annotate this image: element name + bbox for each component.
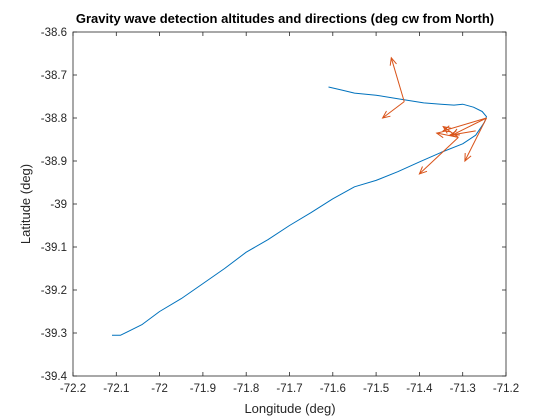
arrow-shaft (451, 117, 487, 136)
arrow-head (448, 130, 458, 138)
arrow-head (381, 110, 391, 119)
x-tick-label: -71.8 (233, 383, 259, 395)
arrow-layer (381, 56, 487, 175)
y-tick-label: -38.8 (41, 113, 67, 125)
x-tick-label: -71.2 (493, 383, 519, 395)
arrow-shaft (442, 126, 459, 138)
y-tick-label: -38.7 (41, 70, 67, 82)
arrow-head (418, 166, 428, 175)
chart-title: Gravity wave detection altitudes and dir… (76, 11, 494, 26)
x-tick-label: -72 (151, 383, 168, 395)
arrow-head (435, 130, 445, 139)
arrow-shaft (382, 101, 405, 119)
y-tick-label: -39 (50, 199, 67, 211)
x-tick-label: -72.1 (103, 383, 129, 395)
arrow-head (442, 125, 452, 134)
arrow-shaft (449, 130, 476, 136)
y-tick-label: -38.6 (41, 27, 67, 39)
arrow-shaft (419, 136, 459, 175)
x-tick-label: -71.7 (276, 383, 302, 395)
y-tick-label: -38.9 (41, 156, 67, 168)
y-axis-label: Latitude (deg) (18, 164, 33, 244)
arrow-head (464, 152, 472, 163)
axes-box (72, 31, 507, 377)
direction-arrow (448, 130, 476, 138)
arrow-head (389, 56, 397, 66)
x-tick-label: -71.9 (190, 383, 216, 395)
x-axis: -72.2 -72.1 -72 -71.9 -71.8 -71.7 -71.6 -71.5 -7… (60, 32, 519, 395)
x-tick-label: -72.2 (60, 383, 86, 395)
y-tick-label: -39.2 (41, 285, 67, 297)
x-tick-label: -71.4 (406, 383, 433, 395)
x-tick-label: -71.5 (363, 383, 389, 395)
flight-track-line (112, 86, 487, 336)
direction-arrow (381, 101, 405, 119)
direction-arrow (418, 136, 459, 175)
y-axis: -38.6 -38.7 -38.8 -38.9 -39 -39.1 -39.2 -39.3 -3… (41, 27, 506, 383)
y-tick-label: -39.3 (41, 328, 67, 340)
y-tick-label: -39.1 (41, 242, 67, 254)
x-tick-label: -71.3 (450, 383, 476, 395)
x-axis-label: Longitude (deg) (244, 401, 335, 416)
arrow-shaft (390, 57, 405, 102)
direction-arrow (442, 125, 459, 138)
direction-arrow (464, 117, 487, 163)
x-tick-label: -71.6 (320, 383, 346, 395)
y-tick-label: -39.4 (41, 371, 68, 383)
direction-arrow (389, 56, 405, 102)
track-layer (112, 86, 487, 336)
arrow-shaft (443, 117, 487, 132)
arrow-shaft (464, 117, 487, 162)
plot-area: -72.2 -72.1 -72 -71.9 -71.8 -71.7 -71.6 -71.5 -7… (41, 27, 519, 395)
